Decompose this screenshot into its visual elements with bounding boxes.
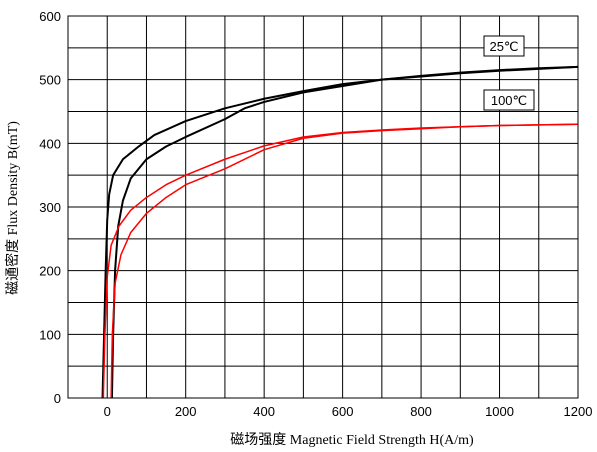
plot-frame — [67, 15, 579, 399]
y-tick-label: 300 — [39, 200, 61, 215]
series-layer — [101, 65, 579, 399]
y-tick-label: 400 — [39, 136, 61, 151]
y-tick-label: 600 — [39, 9, 61, 24]
legend-100c-box — [483, 89, 535, 111]
series-line-25c-branch-2 — [110, 65, 579, 399]
series-line-100c-branch-2 — [110, 123, 579, 399]
y-tick-label: 500 — [39, 73, 61, 88]
x-tick-label: 600 — [332, 404, 354, 419]
x-tick-label: 1200 — [564, 404, 593, 419]
x-tick-label: 400 — [253, 404, 275, 419]
y-axis-title: 磁通密度 Flux Density B(mT) — [4, 121, 21, 295]
legend-25c-box — [483, 35, 525, 57]
x-tick-label: 800 — [410, 404, 432, 419]
x-axis-title: 磁场强度 Magnetic Field Strength H(A/m) — [230, 432, 474, 448]
y-tick-label: 200 — [39, 264, 61, 279]
legend-25c-label: 25℃ — [489, 39, 518, 54]
legend-100c: 100℃ — [483, 89, 535, 111]
x-tick-label: 1000 — [485, 404, 514, 419]
x-tick-label: 200 — [175, 404, 197, 419]
y-tick-label: 0 — [54, 391, 61, 406]
legend-100c-label: 100℃ — [491, 93, 527, 108]
series-line-25c-branch-1 — [101, 65, 579, 399]
legend-25c: 25℃ — [483, 35, 525, 57]
series-line-100c-branch-1 — [102, 123, 579, 399]
x-tick-label: 0 — [104, 404, 111, 419]
y-tick-label: 100 — [39, 327, 61, 342]
grid-lines — [68, 16, 578, 398]
tick-labels: 0 200 400 600 800 1000 1200 0 100 200 300 400 500 600 — [39, 9, 592, 419]
